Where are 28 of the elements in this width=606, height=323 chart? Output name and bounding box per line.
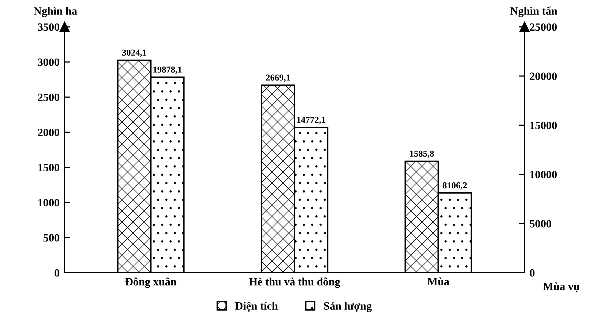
y2-tick-label: 25000 [530, 24, 558, 32]
x-axis-title: Mùa vụ [543, 282, 580, 293]
data-label: 1585,8 [410, 150, 434, 158]
y-tick-label: 0 [54, 269, 60, 277]
x-tick-label: Đông xuân [126, 278, 177, 288]
y2-tick-label: 5000 [530, 220, 552, 228]
x-tick-label: Hè thu và thu đông [249, 278, 340, 288]
y-axis-title: Nghìn ha [34, 7, 78, 18]
data-label: 8106,2 [442, 182, 468, 190]
y2-tick-label: 10000 [530, 171, 558, 179]
y-tick-label: 3000 [38, 58, 60, 66]
data-label: 19878,1 [154, 66, 182, 74]
y-tick-label: 500 [44, 234, 60, 242]
y2-tick-label: 20000 [530, 72, 558, 80]
y-tick-label: 2500 [38, 94, 60, 102]
x-tick-label: Mùa [428, 278, 450, 286]
data-label: 3024,1 [122, 50, 146, 58]
legend-label: Diện tích [236, 302, 278, 312]
y2-tick-label: 15000 [530, 122, 558, 130]
y-tick-label: 1500 [38, 164, 60, 172]
y-tick-label: 3500 [38, 24, 60, 32]
y-tick-label: 1000 [38, 199, 60, 207]
y2-axis-title: Nghìn tấn [510, 6, 558, 18]
legend-label: Sản lượng [324, 302, 372, 312]
y2-tick-label: 0 [530, 269, 535, 277]
data-label: 14772,1 [297, 117, 326, 124]
y-tick-label: 2000 [38, 128, 60, 136]
data-label: 2669,1 [266, 74, 290, 82]
